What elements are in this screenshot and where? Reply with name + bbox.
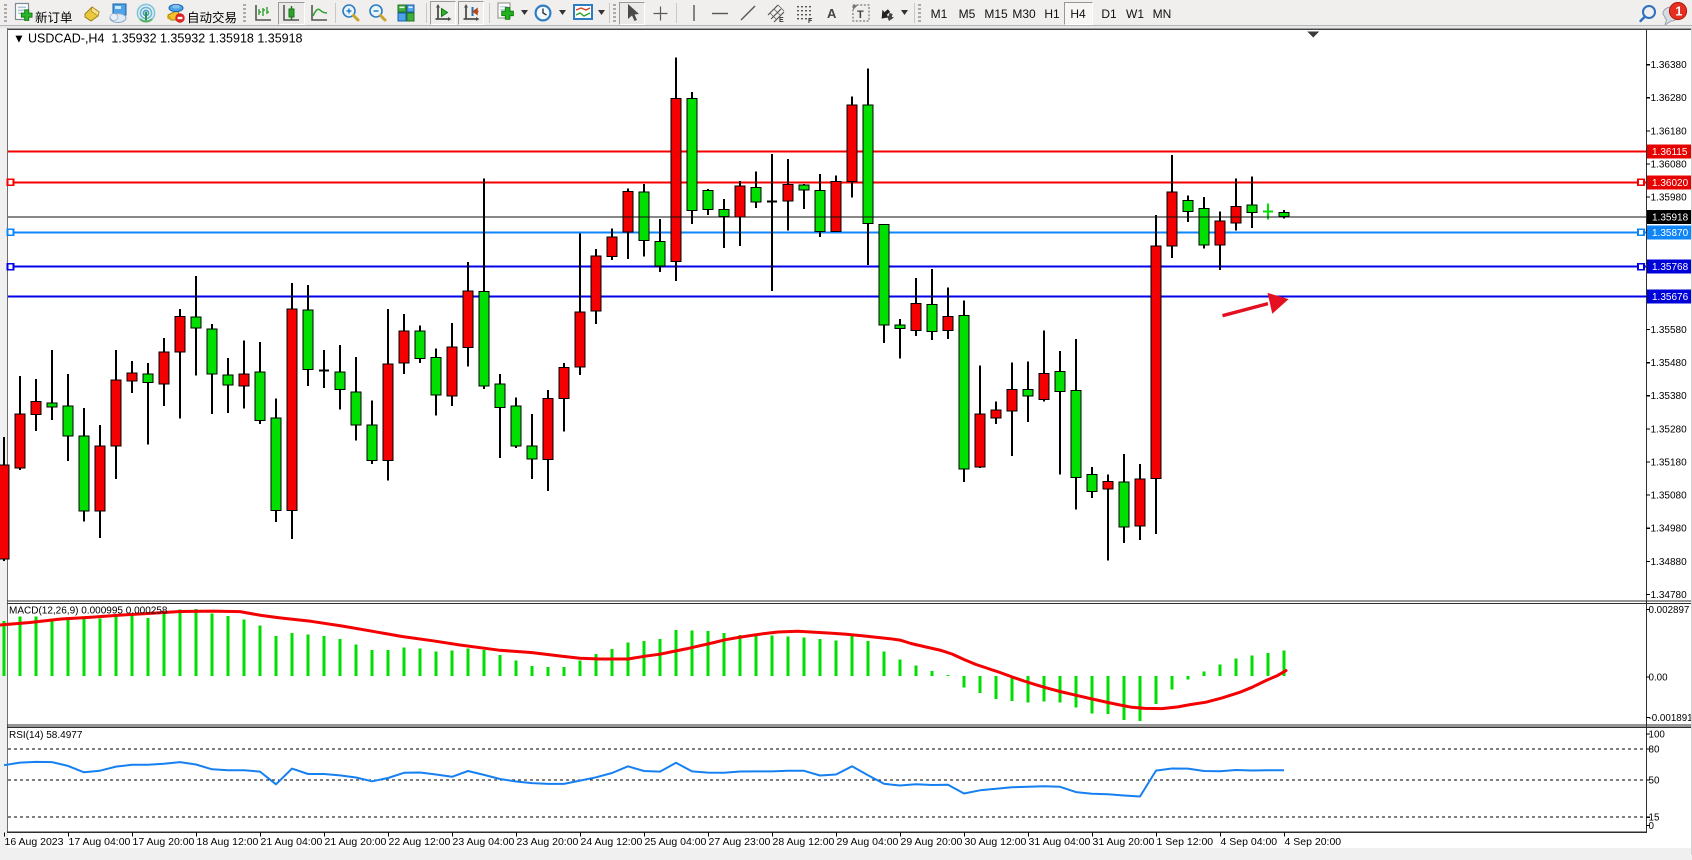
svg-text:1: 1: [1675, 4, 1682, 18]
svg-text:0.002897: 0.002897: [1649, 605, 1690, 616]
svg-text:1.35870: 1.35870: [1652, 228, 1689, 239]
svg-text:1.36180: 1.36180: [1651, 126, 1688, 137]
svg-text:1.35918: 1.35918: [1652, 212, 1689, 223]
svg-text:23 Aug 20:00: 23 Aug 20:00: [517, 836, 579, 848]
svg-text:22 Aug 12:00: 22 Aug 12:00: [389, 836, 451, 848]
svg-text:E: E: [779, 17, 784, 24]
svg-text:1.35180: 1.35180: [1651, 457, 1688, 468]
svg-text:0.00: 0.00: [1649, 672, 1669, 683]
svg-text:1.35080: 1.35080: [1651, 491, 1688, 502]
svg-text:1.36380: 1.36380: [1651, 60, 1688, 71]
svg-text:MACD(12,26,9) 0.000995 0.00025: MACD(12,26,9) 0.000995 0.000258: [9, 606, 168, 617]
svg-text:1 Sep 12:00: 1 Sep 12:00: [1157, 836, 1214, 848]
svg-text:1.35380: 1.35380: [1651, 391, 1688, 402]
svg-text:1.36020: 1.36020: [1652, 178, 1689, 189]
svg-text:1.34880: 1.34880: [1651, 557, 1688, 568]
svg-text:1.35676: 1.35676: [1652, 292, 1689, 303]
svg-text:29 Aug 04:00: 29 Aug 04:00: [837, 836, 899, 848]
svg-text:18 Aug 12:00: 18 Aug 12:00: [197, 836, 259, 848]
svg-text:100: 100: [1649, 729, 1666, 740]
svg-text:25 Aug 04:00: 25 Aug 04:00: [645, 836, 707, 848]
svg-text:1.36115: 1.36115: [1652, 147, 1688, 158]
svg-text:F: F: [808, 18, 813, 24]
svg-text:4 Sep 20:00: 4 Sep 20:00: [1285, 836, 1342, 848]
svg-text:21 Aug 04:00: 21 Aug 04:00: [261, 836, 323, 848]
svg-text:17 Aug 04:00: 17 Aug 04:00: [69, 836, 131, 848]
svg-text:▼: ▼: [13, 32, 25, 46]
svg-text:30 Aug 12:00: 30 Aug 12:00: [965, 836, 1027, 848]
svg-text:-0.001891: -0.001891: [1649, 713, 1692, 724]
svg-text:0: 0: [1649, 821, 1655, 832]
svg-text:1.35980: 1.35980: [1651, 193, 1688, 204]
svg-text:1.36280: 1.36280: [1651, 93, 1688, 104]
svg-text:17 Aug 20:00: 17 Aug 20:00: [133, 836, 195, 848]
svg-text:1.34780: 1.34780: [1651, 590, 1688, 601]
svg-text:1.34980: 1.34980: [1651, 524, 1688, 535]
svg-text:1.36080: 1.36080: [1651, 159, 1688, 170]
svg-text:31 Aug 04:00: 31 Aug 04:00: [1029, 836, 1091, 848]
svg-text:50: 50: [1649, 775, 1660, 786]
svg-text:4 Sep 04:00: 4 Sep 04:00: [1221, 836, 1278, 848]
svg-text:16 Aug 2023: 16 Aug 2023: [5, 836, 64, 848]
svg-text:24 Aug 12:00: 24 Aug 12:00: [581, 836, 643, 848]
svg-text:RSI(14) 58.4977: RSI(14) 58.4977: [9, 730, 83, 741]
svg-text:T: T: [857, 9, 864, 21]
svg-text:1.35768: 1.35768: [1652, 262, 1689, 273]
svg-text:USDCAD-,H4 1.35932 1.35932 1.: USDCAD-,H4 1.35932 1.35932 1.35918 1.359…: [28, 32, 303, 46]
svg-text:29 Aug 20:00: 29 Aug 20:00: [901, 836, 963, 848]
svg-text:27 Aug 23:00: 27 Aug 23:00: [709, 836, 771, 848]
svg-text:80: 80: [1649, 744, 1660, 755]
svg-text:28 Aug 12:00: 28 Aug 12:00: [773, 836, 835, 848]
svg-text:1.35480: 1.35480: [1651, 358, 1688, 369]
svg-text:1.35280: 1.35280: [1651, 424, 1688, 435]
svg-text:31 Aug 20:00: 31 Aug 20:00: [1093, 836, 1155, 848]
svg-text:23 Aug 04:00: 23 Aug 04:00: [453, 836, 515, 848]
svg-text:21 Aug 20:00: 21 Aug 20:00: [325, 836, 387, 848]
svg-text:1.35580: 1.35580: [1651, 325, 1688, 336]
